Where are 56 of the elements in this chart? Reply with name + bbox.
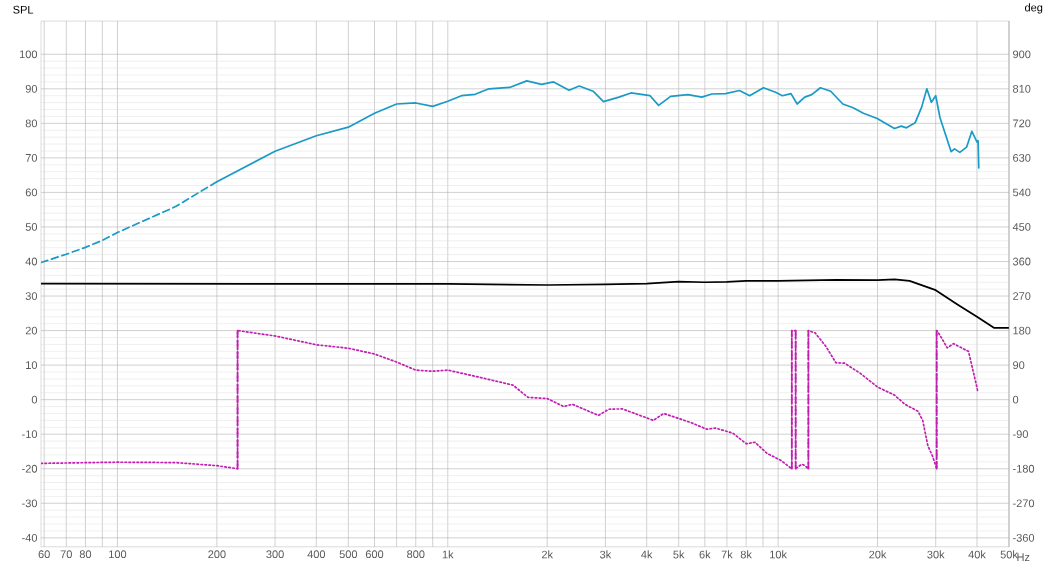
y2-axis-title: deg (1024, 3, 1043, 14)
y-tick-label: 60 (25, 188, 38, 197)
y2-tick-label: 270 (1013, 292, 1031, 301)
x-tick-label: 40k (968, 550, 986, 559)
x-tick-label: 2k (541, 550, 554, 559)
y2-tick-label: 90 (1013, 361, 1025, 370)
x-tick-label: 200 (208, 550, 226, 559)
x-tick-label: 20k (869, 550, 887, 559)
y-tick-label: 100 (19, 50, 38, 59)
x-tick-label: 30k (927, 550, 945, 559)
y2-tick-label: 360 (1012, 257, 1031, 266)
y-tick-label: -20 (22, 464, 38, 473)
y2-tick-label: 450 (1012, 223, 1031, 231)
y2-tick-label: 180 (1013, 326, 1031, 335)
x-tick-label: 50k (1000, 550, 1018, 559)
y2-tick-label: 0 (1012, 395, 1019, 404)
x-axis-title: Hz (1017, 553, 1030, 561)
y2-tick-label: 900 (1013, 50, 1031, 59)
x-tick-label: 70 (60, 550, 72, 559)
y-tick-label: -40 (22, 534, 38, 542)
x-tick-label: 7k (721, 550, 733, 559)
x-tick-label: 500 (339, 550, 358, 559)
y2-tick-label: -360 (1013, 534, 1035, 542)
x-tick-label: 3k (600, 550, 612, 559)
y2-tick-label: 540 (1012, 188, 1031, 197)
y-tick-label: 90 (25, 85, 38, 93)
y2-tick-label: 630 (1013, 154, 1031, 162)
y-tick-label: -30 (22, 499, 38, 508)
y-tick-label: 80 (25, 119, 38, 128)
x-tick-label: 100 (109, 550, 127, 559)
x-tick-label: 1k (442, 550, 454, 559)
y-tick-label: 0 (31, 395, 38, 404)
x-tick-label: 5k (673, 550, 685, 559)
y2-tick-label: 810 (1013, 85, 1031, 93)
x-tick-label: 4k (641, 550, 653, 559)
x-tick-label: 10k (770, 550, 787, 559)
x-tick-label: 300 (266, 550, 284, 559)
x-tick-label: 80 (79, 550, 92, 559)
x-tick-label: 6k (699, 550, 711, 559)
y-tick-label: -10 (22, 430, 38, 439)
y-tick-label: 50 (25, 223, 38, 231)
x-tick-label: 400 (307, 550, 326, 559)
y2-tick-label: 720 (1013, 119, 1031, 128)
x-tick-label: 8k (740, 550, 752, 559)
y-tick-label: 30 (25, 292, 38, 301)
y-tick-label: 70 (25, 154, 38, 162)
y-tick-label: 10 (26, 361, 38, 370)
y2-tick-label: -180 (1013, 464, 1035, 473)
y-tick-label: 20 (25, 326, 38, 335)
y2-tick-label: -90 (1013, 430, 1028, 439)
x-tick-label: 800 (407, 550, 425, 559)
x-tick-label: 600 (365, 550, 384, 559)
y-tick-label: 40 (25, 257, 38, 266)
x-tick-label: 60 (38, 550, 50, 559)
y-axis-title: SPL (13, 5, 34, 14)
y2-tick-label: -270 (1013, 499, 1035, 508)
